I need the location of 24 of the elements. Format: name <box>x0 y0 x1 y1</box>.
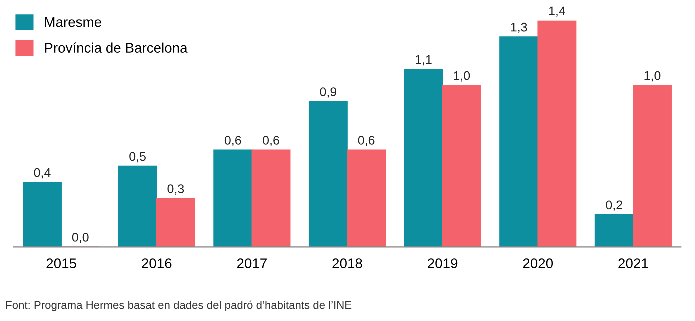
data-label: 0,9 <box>320 88 337 98</box>
data-label: 0,6 <box>358 136 375 146</box>
data-label: 0,4 <box>34 168 51 179</box>
x-tick-label: 2020 <box>523 258 554 268</box>
legend-label: Maresme <box>45 18 102 28</box>
x-tick-label: 2018 <box>332 258 362 268</box>
x-tick-label: 2015 <box>46 258 76 268</box>
x-tick-label: 2019 <box>428 258 458 268</box>
data-label: 0,6 <box>224 136 242 146</box>
legend-label: Província de Barcelona <box>45 42 188 53</box>
x-tick-label: 2016 <box>142 258 172 268</box>
x-tick-label: 2017 <box>237 258 267 268</box>
x-tick-label: 2021 <box>618 258 648 268</box>
data-label: 0,5 <box>130 152 146 163</box>
data-label: 0,0 <box>72 233 89 244</box>
data-label: 0,6 <box>263 136 280 146</box>
text: Font: Programa Hermes basat en dades del padró d’habitants de l’INE <box>6 300 352 312</box>
data-label: 0,2 <box>606 200 622 212</box>
data-label: 1,4 <box>549 6 566 18</box>
data-label: 1,1 <box>416 55 432 66</box>
data-label: 0,3 <box>168 184 184 195</box>
data-label: 1,0 <box>644 71 661 82</box>
data-label: 1,3 <box>511 22 528 34</box>
data-label: 1,0 <box>454 71 470 82</box>
